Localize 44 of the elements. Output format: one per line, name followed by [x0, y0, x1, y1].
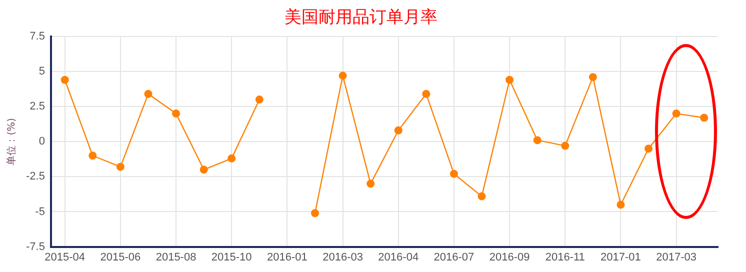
y-tick-label: -2.5 — [26, 170, 45, 183]
point — [338, 72, 347, 80]
y-tick-label: 5 — [38, 66, 45, 78]
point — [228, 154, 236, 162]
point — [644, 144, 653, 153]
point — [561, 142, 570, 150]
x-tick-label: 2016-07 — [434, 251, 474, 264]
point — [506, 76, 514, 84]
x-tick-label: 2017-03 — [656, 251, 696, 264]
point — [533, 136, 542, 144]
point — [172, 110, 180, 118]
x-tick-label: 2015-10 — [211, 251, 252, 264]
x-tick-label: 2016-11 — [545, 251, 585, 264]
x-tick-label: 2015-06 — [100, 251, 141, 264]
y-tick-label: 2.5 — [30, 100, 45, 113]
x-tick-label: 2017-01 — [600, 251, 641, 264]
point — [88, 152, 97, 160]
y-tick-label: -5 — [35, 206, 45, 218]
point — [394, 126, 402, 134]
point — [700, 114, 708, 122]
x-tick-label: 2016-04 — [378, 251, 419, 264]
y-tick-label: -7.5 — [26, 240, 45, 253]
x-tick-label: 2016-03 — [322, 251, 363, 264]
point — [255, 96, 264, 104]
x-tick-label: 2016-09 — [489, 251, 530, 264]
y-axis-title: 单位：(%) — [6, 118, 18, 166]
y-tick-label: 7.5 — [30, 30, 45, 42]
point — [588, 73, 597, 82]
point — [422, 90, 430, 98]
point — [616, 200, 625, 209]
point — [116, 162, 124, 171]
x-tick-label: 2016-01 — [267, 251, 308, 264]
x-tick-label: 2015-04 — [44, 251, 86, 264]
point — [366, 180, 375, 188]
y-tick-label: 0 — [38, 136, 45, 148]
point — [310, 209, 319, 218]
point — [144, 90, 152, 98]
point — [200, 166, 208, 174]
point — [450, 170, 458, 178]
x-tick-label: 2015-08 — [156, 251, 196, 264]
point — [672, 110, 680, 118]
chart-title: 美国耐用品订单月率 — [284, 8, 438, 28]
point — [60, 76, 69, 84]
point — [478, 192, 486, 200]
